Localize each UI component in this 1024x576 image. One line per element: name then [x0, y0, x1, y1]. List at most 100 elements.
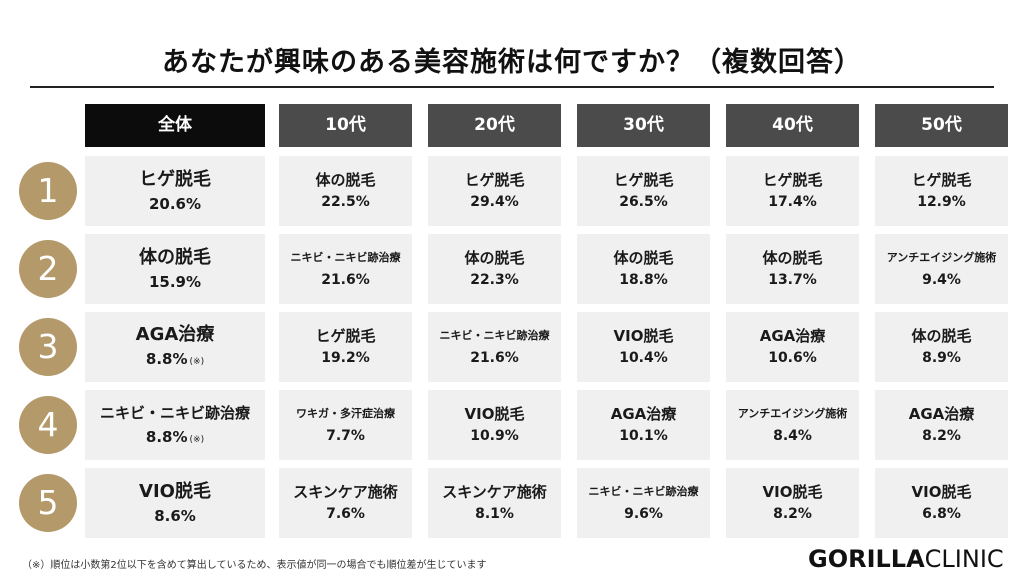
header-all: 全体 — [85, 104, 265, 147]
treatment-name: VIO脱毛 — [139, 481, 211, 502]
percentage-text: 10.6% — [768, 350, 817, 366]
percentage-value: 10.6% — [768, 348, 817, 368]
percentage-text: 8.8% — [145, 349, 188, 368]
table-cell: ニキビ・ニキビ跡治療 21.6% — [279, 234, 412, 304]
percentage-value: 8.4% — [773, 426, 812, 446]
treatment-name: 体の脱毛 — [762, 249, 823, 267]
rank-badge-3: 3 — [19, 318, 77, 376]
percentage-text: 19.2% — [321, 350, 370, 366]
note-mark: (※) — [189, 434, 205, 445]
percentage-value: 8.2% — [773, 504, 812, 524]
percentage-value: 21.6% — [321, 270, 370, 290]
header-20s: 20代 — [428, 104, 561, 147]
percentage-value: 17.4% — [768, 192, 817, 212]
treatment-name: ワキガ・多汗症治療 — [296, 407, 395, 420]
percentage-text: 10.4% — [619, 350, 668, 366]
treatment-name: ニキビ・ニキビ跡治療 — [290, 251, 401, 264]
table-cell: ヒゲ脱毛 17.4% — [726, 156, 859, 226]
treatment-name: ヒゲ脱毛 — [464, 171, 525, 189]
treatment-name: ヒゲ脱毛 — [911, 171, 972, 189]
percentage-value: 18.8% — [619, 270, 668, 290]
treatment-name: VIO脱毛 — [911, 483, 972, 501]
table-cell: AGA治療 10.6% — [726, 312, 859, 382]
table-cell: スキンケア施術 8.1% — [428, 468, 561, 538]
percentage-value: 22.5% — [321, 192, 370, 212]
percentage-text: 18.8% — [619, 272, 668, 288]
percentage-value: 8.9% — [922, 348, 961, 368]
percentage-text: 7.7% — [326, 428, 365, 444]
percentage-text: 8.8% — [145, 427, 188, 446]
treatment-name: AGA治療 — [610, 405, 677, 423]
treatment-name: ニキビ・ニキビ跡治療 — [439, 329, 550, 342]
percentage-value: 15.9% — [149, 272, 201, 292]
rank-badge-1: 1 — [19, 162, 77, 220]
percentage-text: 8.1% — [475, 506, 514, 522]
table-cell: ワキガ・多汗症治療 7.7% — [279, 390, 412, 460]
percentage-value: 12.9% — [917, 192, 966, 212]
percentage-text: 9.6% — [624, 506, 663, 522]
percentage-text: 13.7% — [768, 272, 817, 288]
logo-thin-text: CLINIC — [924, 545, 1004, 573]
percentage-text: 22.3% — [470, 272, 519, 288]
treatment-name: 体の脱毛 — [911, 327, 972, 345]
treatment-name: 体の脱毛 — [464, 249, 525, 267]
treatment-name: ニキビ・ニキビ跡治療 — [588, 485, 699, 498]
percentage-text: 15.9% — [148, 273, 202, 291]
percentage-value: 8.8% (※) — [146, 427, 204, 450]
percentage-value: 10.9% — [470, 426, 519, 446]
percentage-text: 7.6% — [326, 506, 365, 522]
table-cell: VIO脱毛 6.8% — [875, 468, 1008, 538]
percentage-text: 21.6% — [321, 272, 370, 288]
percentage-value: 8.1% — [475, 504, 514, 524]
rank-badge-4: 4 — [19, 396, 77, 454]
percentage-text: 17.4% — [768, 194, 817, 210]
treatment-name: ニキビ・ニキビ跡治療 — [99, 403, 250, 422]
percentage-text: 6.8% — [922, 506, 961, 522]
percentage-value: 10.1% — [619, 426, 668, 446]
percentage-text: 21.6% — [470, 350, 519, 366]
treatment-name: スキンケア施術 — [293, 483, 398, 501]
table-cell: 体の脱毛 13.7% — [726, 234, 859, 304]
percentage-value: 7.6% — [326, 504, 365, 524]
treatment-name: ヒゲ脱毛 — [139, 169, 211, 190]
table-cell: ニキビ・ニキビ跡治療 9.6% — [577, 468, 710, 538]
table-cell: 体の脱毛 22.5% — [279, 156, 412, 226]
table-cell: VIO脱毛 8.2% — [726, 468, 859, 538]
treatment-name: アンチエイジング施術 — [886, 251, 997, 264]
table-cell: VIO脱毛 8.6% — [85, 468, 265, 538]
treatment-name: AGA治療 — [135, 323, 215, 345]
table-cell: 体の脱毛 15.9% — [85, 234, 265, 304]
page-title: あなたが興味のある美容施術は何ですか？（複数回答） — [162, 47, 862, 78]
table-cell: AGA治療 10.1% — [577, 390, 710, 460]
table-cell: ニキビ・ニキビ跡治療 21.6% — [428, 312, 561, 382]
footnote: （※）順位は小数第2位以下を含めて算出しているため、表示値が同一の場合でも順位差… — [22, 560, 487, 571]
percentage-text: 9.4% — [922, 272, 961, 288]
percentage-value: 8.6% — [154, 506, 196, 526]
table-cell: ヒゲ脱毛 29.4% — [428, 156, 561, 226]
percentage-text: 8.2% — [773, 506, 812, 522]
percentage-value: 9.4% — [922, 270, 961, 290]
percentage-text: 12.9% — [917, 194, 966, 210]
percentage-value: 8.8% (※) — [146, 349, 204, 372]
header-50s: 50代 — [875, 104, 1008, 147]
percentage-value: 22.3% — [470, 270, 519, 290]
table-cell: VIO脱毛 10.4% — [577, 312, 710, 382]
percentage-value: 10.4% — [619, 348, 668, 368]
table-cell: 体の脱毛 18.8% — [577, 234, 710, 304]
table-cell: 体の脱毛 22.3% — [428, 234, 561, 304]
table-cell: AGA治療 8.2% — [875, 390, 1008, 460]
percentage-value: 29.4% — [470, 192, 519, 212]
percentage-text: 8.6% — [154, 507, 196, 525]
table-cell: ヒゲ脱毛 19.2% — [279, 312, 412, 382]
table-cell: アンチエイジング施術 8.4% — [726, 390, 859, 460]
percentage-value: 9.6% — [624, 504, 663, 524]
percentage-text: 10.9% — [470, 428, 519, 444]
treatment-name: AGA治療 — [759, 327, 826, 345]
percentage-text: 8.4% — [773, 428, 812, 444]
treatment-name: 体の脱毛 — [613, 249, 674, 267]
percentage-text: 10.1% — [619, 428, 668, 444]
treatment-name: アンチエイジング施術 — [737, 407, 848, 420]
table-cell: VIO脱毛 10.9% — [428, 390, 561, 460]
percentage-text: 8.9% — [922, 350, 961, 366]
table-cell: ニキビ・ニキビ跡治療 8.8% (※) — [85, 390, 265, 460]
